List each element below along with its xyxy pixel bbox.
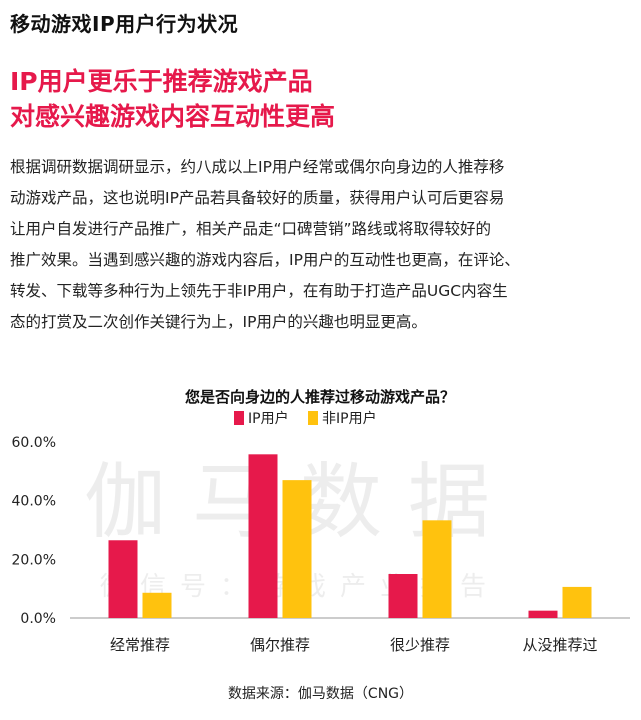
y-tick-label: 0.0% xyxy=(20,611,56,627)
bars xyxy=(108,454,592,618)
paragraph-line: 动游戏产品，这也说明IP产品若具备较好的质量，获得用户认可后更容易 xyxy=(10,189,505,207)
chart-title: 您是否向身边的人推荐过移动游戏产品？ xyxy=(184,388,455,406)
y-tick-label: 20.0% xyxy=(12,552,56,568)
legend-label-non-ip: 非IP用户 xyxy=(322,410,377,427)
legend-label-ip: IP用户 xyxy=(248,410,289,427)
bar-ip-3 xyxy=(528,610,558,618)
data-source: 数据来源：伽马数据（CNG） xyxy=(227,686,414,702)
y-tick-label: 60.0% xyxy=(12,435,56,451)
x-tick-label: 经常推荐 xyxy=(110,636,170,654)
paragraph-line: 根据调研数据调研显示，约八成以上IP用户经常或偶尔向身边的人推荐移 xyxy=(10,158,505,176)
x-tick-label: 偶尔推荐 xyxy=(250,636,310,654)
headline-line-1: IP用户更乐于推荐游戏产品 xyxy=(10,67,313,96)
paragraph-line: 转发、下载等多种行为上领先于非IP用户，在有助于打造产品UGC内容生 xyxy=(10,282,508,300)
x-axis-labels: 经常推荐 偶尔推荐 很少推荐 从没推荐过 xyxy=(110,636,598,654)
bar-non-ip-1 xyxy=(282,480,312,618)
bar-non-ip-2 xyxy=(422,520,452,618)
paragraph-line: 推广效果。当遇到感兴趣的游戏内容后，IP用户的互动性也更高，在评论、 xyxy=(10,251,520,269)
legend-swatch-non-ip xyxy=(308,411,318,425)
bar-non-ip-0 xyxy=(142,592,172,618)
bar-ip-1 xyxy=(248,454,278,618)
body-paragraph: 根据调研数据调研显示，约八成以上IP用户经常或偶尔向身边的人推荐移 动游戏产品，… xyxy=(10,152,632,338)
bar-ip-0 xyxy=(108,540,138,618)
bar-non-ip-3 xyxy=(562,586,592,618)
legend: IP用户 非IP用户 xyxy=(234,410,377,427)
x-tick-label: 很少推荐 xyxy=(390,636,450,654)
y-tick-label: 40.0% xyxy=(12,494,56,510)
x-tick-label: 从没推荐过 xyxy=(522,636,597,654)
paragraph-line: 态的打赏及二次创作关键行为上，IP用户的兴趣也明显更高。 xyxy=(10,313,427,331)
legend-swatch-ip xyxy=(234,411,244,425)
bar-chart: 您是否向身边的人推荐过移动游戏产品？ IP用户 非IP用户 伽马数据 微信号：游… xyxy=(12,388,630,654)
section-title: 移动游戏IP用户行为状况 xyxy=(10,12,239,36)
paragraph-line: 让用户自发进行产品推广，相关产品走“口碑营销”路线或将取得较好的 xyxy=(10,220,492,238)
headline: IP用户更乐于推荐游戏产品 对感兴趣游戏内容互动性更高 xyxy=(10,64,335,134)
headline-line-2: 对感兴趣游戏内容互动性更高 xyxy=(10,102,336,131)
bar-ip-2 xyxy=(388,574,418,618)
y-axis-ticks: 0.0% 20.0% 40.0% 60.0% xyxy=(12,435,56,627)
